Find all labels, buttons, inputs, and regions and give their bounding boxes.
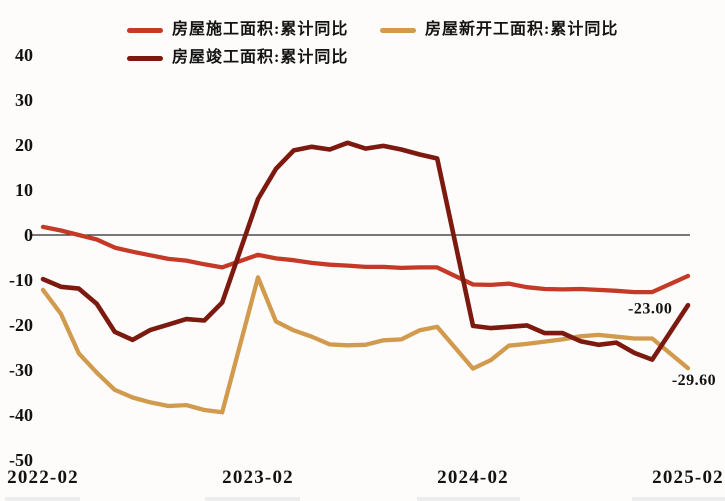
x-axis-tick-label: 2025-02 [652,467,724,488]
y-axis-tick-label: -10 [9,270,33,290]
legend-label-new-starts: 房屋新开工面积:累计同比 [425,21,619,38]
bottom-edge-artifact [5,497,80,501]
y-axis-tick-label: -40 [9,405,33,425]
legend-item-new-starts-area: 房屋新开工面积:累计同比 [380,22,618,38]
legend-swatch-new-starts-line [380,27,416,33]
legend-swatch-completion-line [127,55,163,61]
data-label: -29.60 [672,372,716,389]
y-axis-tick-label: 0 [24,225,33,245]
series-line-construction [40,224,691,295]
x-axis-tick-label: 2024-02 [437,467,509,488]
legend-item-construction-area: 房屋施工面积:累计同比 [127,22,348,38]
bottom-edge-artifact [205,497,300,501]
x-axis-tick-label: 2022-02 [7,467,79,488]
y-axis-tick-label: -50 [9,450,33,470]
y-axis-tick-label: 10 [15,180,33,200]
bottom-edge-artifact [417,497,520,501]
y-axis-tick-label: 20 [15,135,33,155]
legend-label-construction: 房屋施工面积:累计同比 [172,21,349,38]
y-axis-tick-label: 30 [15,90,33,110]
y-axis-tick-label: -30 [9,360,33,380]
legend-item-completion-area: 房屋竣工面积:累计同比 [127,50,348,66]
y-axis-tick-label: 40 [15,45,33,65]
bottom-edge-artifact [632,497,725,501]
data-label: -23.00 [628,301,672,318]
y-axis-tick-label: -20 [9,315,33,335]
x-axis-tick-label: 2023-02 [222,467,294,488]
legend-swatch-construction-line [127,27,163,33]
series-line-completion [40,140,691,362]
legend-label-completion: 房屋竣工面积:累计同比 [172,49,349,66]
